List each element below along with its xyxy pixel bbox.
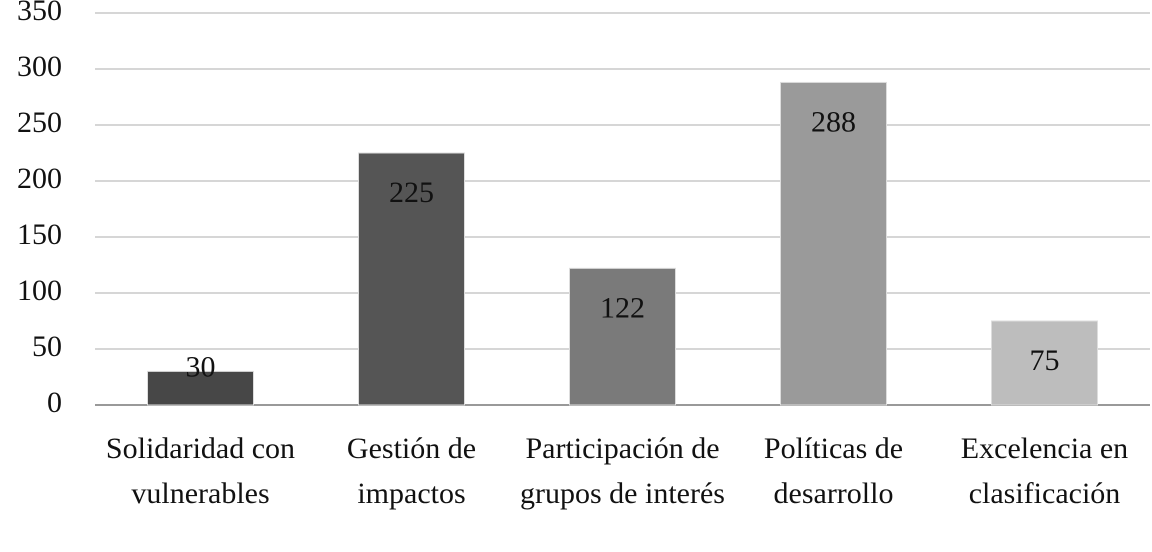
y-tick-label: 150	[17, 218, 62, 251]
bar	[780, 81, 887, 406]
x-tick-label: Solidaridad con vulnerables	[105, 432, 296, 510]
value-label: 75	[1030, 344, 1060, 377]
value-label: 30	[186, 350, 216, 383]
x-tick-label: Participación de grupos de interés	[520, 432, 725, 510]
value-label: 122	[600, 291, 645, 324]
y-tick-label: 250	[17, 106, 62, 139]
y-tick-label: 200	[17, 162, 62, 195]
y-tick-label: 300	[17, 50, 62, 83]
y-tick-label: 50	[32, 330, 62, 363]
bar	[147, 370, 254, 406]
y-tick-label: 350	[17, 0, 62, 27]
x-tick-label: Gestión de impactos	[346, 432, 477, 510]
y-tick-label: 0	[47, 386, 62, 419]
value-label: 288	[811, 105, 856, 138]
x-tick-label: Políticas de desarrollo	[763, 432, 904, 510]
bar	[991, 320, 1098, 406]
x-tick-label: Excelencia en clasificación	[960, 432, 1129, 510]
bar	[569, 267, 676, 406]
bar	[358, 152, 465, 406]
value-label: 225	[389, 176, 434, 209]
y-tick-label: 100	[17, 274, 62, 307]
